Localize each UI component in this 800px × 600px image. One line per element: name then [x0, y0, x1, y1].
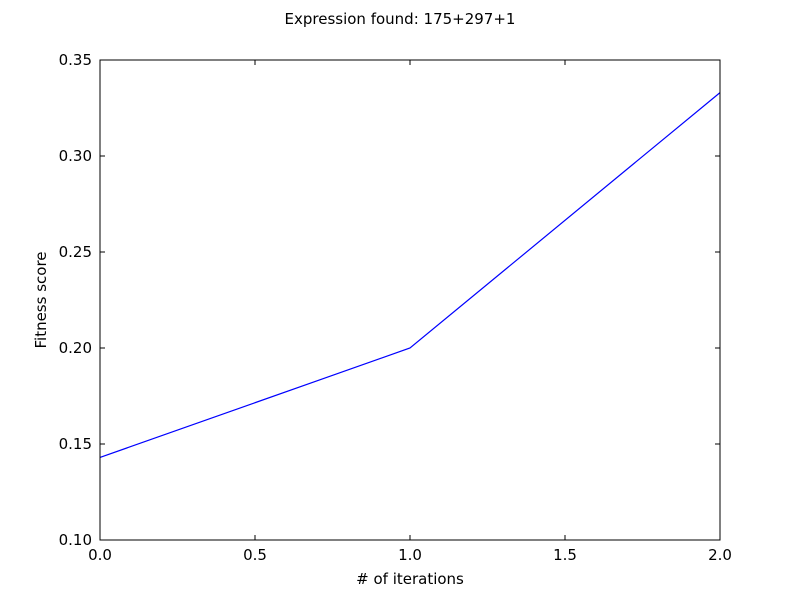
- series-line: [99, 92, 721, 459]
- x-tick-label: 1.0: [398, 546, 422, 564]
- x-tick-label: 1.5: [553, 546, 577, 564]
- x-tick-label: 0.0: [88, 546, 112, 564]
- y-tick-label: 0.15: [59, 435, 92, 453]
- plot-frame: [99, 59, 721, 541]
- x-axis-label: # of iterations: [356, 570, 464, 588]
- plot-area: [100, 60, 720, 540]
- y-tick-label: 0.35: [59, 51, 92, 69]
- y-tick-label: 0.30: [59, 147, 92, 165]
- y-tick-label: 0.20: [59, 339, 92, 357]
- x-tick-label: 2.0: [708, 546, 732, 564]
- y-tick-label: 0.25: [59, 243, 92, 261]
- tick-layer: 0.0 0.5 1.0 1.5 2.0 0.10 0.15 0.20 0.25 0.30 0.35: [59, 51, 732, 564]
- series-layer: [99, 92, 721, 459]
- x-tick-label: 0.5: [243, 546, 267, 564]
- y-axis-label: Fitness score: [32, 251, 50, 348]
- chart-title: Expression found: 175+297+1: [285, 10, 516, 28]
- y-tick-label: 0.10: [59, 531, 92, 549]
